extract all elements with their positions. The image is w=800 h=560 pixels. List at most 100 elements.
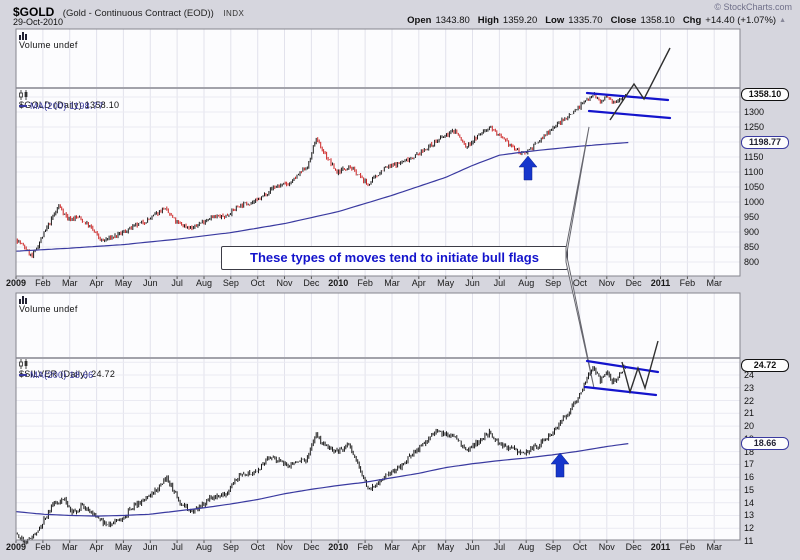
- x-axis-label: Feb: [679, 542, 696, 552]
- y-axis-label: 15: [744, 484, 755, 495]
- y-axis-label: 24: [744, 369, 755, 380]
- quote-value: +14.40 (+1.07%): [705, 15, 777, 26]
- ma-line-icon: [19, 374, 27, 376]
- x-axis-label: 2009: [5, 542, 27, 552]
- quote-line: Open 1343.80 High 1359.20 Low 1335.70 Close 135…: [399, 15, 786, 26]
- x-axis-label: Mar: [61, 542, 78, 552]
- x-axis-label: Dec: [303, 542, 320, 552]
- silver-legend-symbol: $SILVER (Daily) 24.72: [19, 369, 116, 379]
- y-axis-label: 11: [744, 536, 754, 547]
- y-axis-label: 950: [744, 211, 760, 222]
- gold-panel: [15, 28, 741, 279]
- y-axis-label: 13: [744, 510, 755, 521]
- x-axis-label: May: [114, 542, 132, 552]
- y-axis-label: 1000: [744, 196, 765, 207]
- x-axis-label: Sep: [545, 278, 562, 288]
- x-axis-label: Jul: [171, 542, 183, 552]
- x-axis-label: Nov: [276, 278, 293, 288]
- x-axis-label: Aug: [518, 278, 535, 288]
- volume-icon: [19, 32, 27, 40]
- x-axis-label: Jun: [143, 278, 158, 288]
- x-axis-label: Feb: [35, 278, 51, 288]
- silver-volume-label: Volume undef: [19, 295, 78, 314]
- x-axis-label: May: [114, 278, 132, 288]
- y-axis-label: 1100: [744, 166, 764, 177]
- y-axis-label: 23: [744, 382, 755, 393]
- x-axis-label: Aug: [195, 542, 212, 552]
- quote-label: Chg: [682, 15, 702, 26]
- ma-line-icon: [19, 105, 27, 107]
- silver-legend: $SILVER (Daily) 24.72 MA(200) 18.66: [19, 359, 115, 381]
- x-axis-label: 2011: [650, 542, 671, 552]
- x-axis-label: Apr: [411, 542, 426, 552]
- x-axis-label: Sep: [222, 542, 239, 552]
- x-axis-label: Sep: [545, 542, 562, 552]
- y-axis-label: 22: [744, 395, 755, 406]
- quote-value: 1343.80: [435, 15, 470, 26]
- y-axis-label: 16: [744, 472, 755, 483]
- y-axis-label: 17: [744, 459, 755, 470]
- x-axis-label: 2010: [328, 542, 349, 552]
- x-axis-label: Mar: [706, 542, 722, 552]
- silver-ma-line: [15, 443, 629, 517]
- y-axis-label: 1150: [744, 151, 764, 162]
- y-axis-label: 21: [744, 408, 755, 419]
- silver-price-tag-ma: 18.66: [741, 436, 789, 450]
- candlestick-icon: [19, 90, 28, 100]
- x-axis-label: May: [437, 542, 455, 552]
- y-axis-label: 1300: [744, 106, 765, 117]
- quote-label: Close: [610, 15, 637, 26]
- x-axis-label: Jun: [465, 542, 480, 552]
- x-axis-label: Mar: [384, 542, 400, 552]
- x-axis-label: Mar: [384, 278, 400, 288]
- x-axis-label: Jul: [493, 278, 506, 288]
- x-axis-label: Sep: [222, 278, 239, 288]
- silver-grid: [16, 293, 740, 540]
- x-axis-label: Feb: [679, 278, 696, 288]
- gold-ma-line: [15, 141, 629, 252]
- x-axis-label: Aug: [518, 542, 535, 552]
- volume-icon: [19, 296, 27, 304]
- gold-legend-symbol: $GOLD (Daily) 1358.10: [19, 100, 120, 110]
- x-axis-label: Feb: [357, 542, 373, 552]
- silver-price-tag-close: 24.72: [741, 359, 789, 373]
- x-axis-label: Oct: [250, 278, 265, 288]
- quote-value: 1359.20: [502, 15, 538, 26]
- x-axis-label: Apr: [89, 542, 104, 552]
- quote-label: Low: [545, 15, 565, 26]
- y-axis-label: 1250: [744, 121, 765, 132]
- x-axis-label: Nov: [276, 542, 293, 552]
- x-axis-label: May: [437, 278, 455, 288]
- x-axis-label: Jun: [465, 278, 480, 288]
- header: $GOLD (Gold - Continuous Contract (EOD))…: [13, 3, 244, 21]
- silver-panel: [15, 292, 741, 545]
- x-axis-label: Apr: [411, 278, 426, 288]
- x-axis-label: Jul: [171, 278, 183, 288]
- gold-price-tag-close: 1358.10: [741, 88, 789, 102]
- gold-legend: $GOLD (Daily) 1358.10 MA(200) 1198.77: [19, 90, 119, 112]
- x-axis-label: Jul: [493, 542, 506, 552]
- x-axis-label: Oct: [250, 542, 265, 552]
- quote-value: 1335.70: [568, 15, 603, 26]
- gold-grid: [16, 29, 740, 276]
- header-name: (Gold - Continuous Contract (EOD)): [62, 8, 214, 19]
- change-direction-icon: ▲: [779, 17, 786, 24]
- x-axis-label: 2009: [5, 278, 27, 288]
- x-axis-label: Apr: [89, 278, 104, 288]
- y-axis-label: 18: [744, 446, 755, 457]
- x-axis-label: 2010: [328, 278, 349, 288]
- chart-date: 29-Oct-2010: [13, 17, 64, 27]
- y-axis-label: 20: [744, 421, 755, 432]
- quote-label: Open: [407, 15, 432, 26]
- y-axis-label: 14: [744, 497, 755, 508]
- x-axis-label: Feb: [357, 278, 373, 288]
- y-axis-label: 900: [744, 226, 760, 237]
- x-axis-label: Dec: [625, 542, 642, 552]
- x-axis-label: Nov: [598, 542, 615, 552]
- y-axis-label: 850: [744, 241, 760, 252]
- header-symbol: $GOLD: [13, 5, 55, 19]
- y-axis-label: 800: [744, 256, 760, 267]
- gold-volume-label: Volume undef: [19, 31, 78, 50]
- x-axis-label: Jun: [143, 542, 158, 552]
